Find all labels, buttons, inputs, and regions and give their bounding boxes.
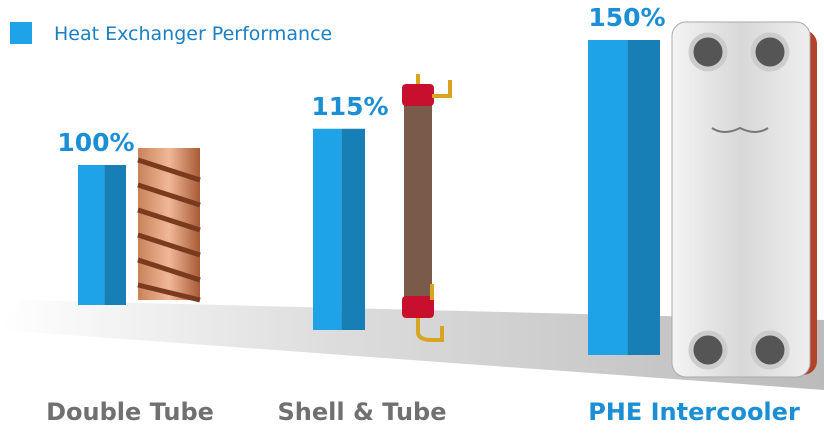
bar [313, 128, 365, 330]
bar-front [78, 165, 105, 305]
bar [588, 40, 660, 355]
bar-side [104, 165, 126, 305]
legend-swatch [10, 22, 32, 44]
bar-side [341, 128, 365, 330]
value-label: 100% [57, 128, 134, 157]
value-label: 150% [588, 3, 665, 32]
shell-tube-image [402, 74, 452, 342]
bar-front [313, 128, 342, 330]
double-tube-image [137, 148, 201, 303]
value-label: 115% [311, 92, 388, 121]
phe-image [671, 21, 817, 378]
bar-front [588, 40, 628, 355]
bar [78, 165, 126, 305]
legend-label: Heat Exchanger Performance [54, 23, 332, 45]
category-label: Shell & Tube [277, 398, 446, 426]
bar-side [627, 40, 660, 355]
category-label: PHE Intercooler [588, 398, 800, 426]
category-label: Double Tube [46, 398, 214, 426]
